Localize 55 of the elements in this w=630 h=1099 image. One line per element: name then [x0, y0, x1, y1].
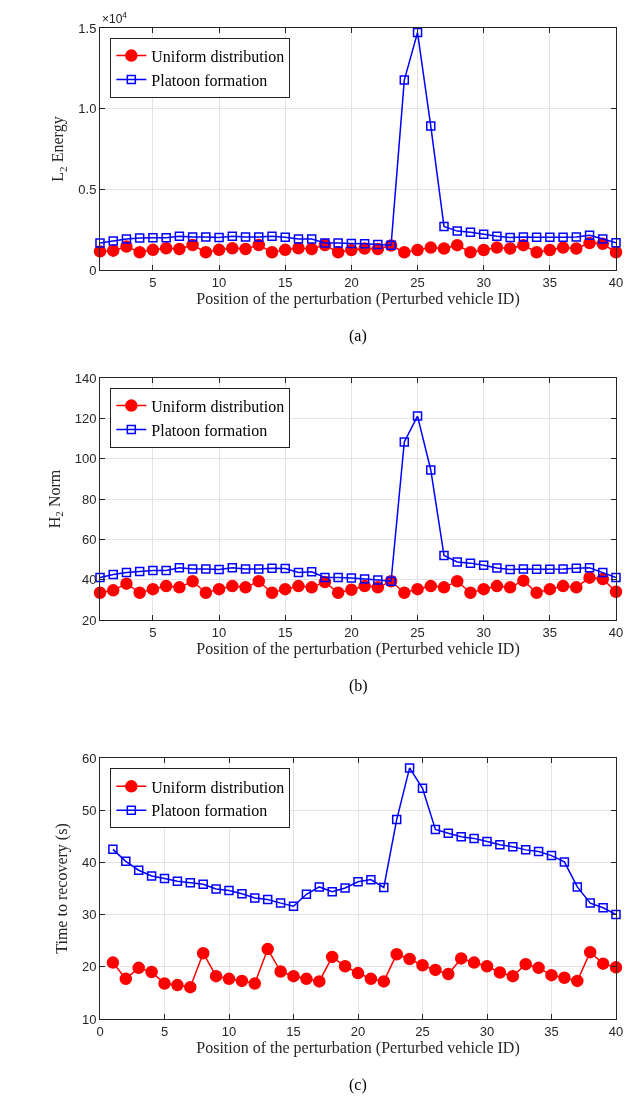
y-tick-label: 60	[81, 531, 97, 547]
x-tick-label: 25	[410, 624, 425, 640]
y-tick-label: 100	[74, 451, 97, 467]
y-tick-label: 80	[81, 491, 97, 507]
text: (c)	[349, 1076, 367, 1094]
y-tick-label: 0.5	[78, 181, 97, 197]
y-tick-label: 50	[81, 802, 97, 818]
legend-label: Uniform distribution	[151, 397, 285, 415]
text: (a)	[349, 327, 367, 345]
x-tick-label: 40	[608, 624, 624, 640]
y-tick-label: 60	[81, 750, 97, 766]
x-tick-label: 30	[476, 274, 491, 290]
y-tick-label: 1.5	[78, 20, 97, 36]
x-tick-label: 40	[608, 274, 624, 290]
y-tick-label: 10	[81, 1011, 97, 1027]
y-tick-label: 0	[89, 262, 97, 278]
x-tick-label: 30	[476, 624, 491, 640]
x-tick-label: 15	[278, 274, 293, 290]
x-tick-label: 10	[221, 1023, 237, 1039]
text: (b)	[349, 677, 368, 695]
x-tick-label: 35	[542, 274, 558, 290]
x-tick-label: 25	[415, 1023, 430, 1039]
legend-label: Uniform distribution	[151, 778, 285, 796]
x-tick-label: 20	[344, 624, 359, 640]
y-tick-label: 120	[74, 410, 97, 426]
x-tick-label: 5	[149, 624, 157, 640]
legend-label: Platoon formation	[151, 802, 268, 820]
legend-label: Platoon formation	[151, 71, 268, 89]
legend-label: Platoon formation	[151, 421, 268, 439]
y-tick-label: 1.0	[78, 101, 97, 117]
y-axis-title: Time to recovery (s)	[52, 823, 71, 954]
text: ×10$^{4}$	[102, 10, 128, 27]
x-tick-label: 20	[350, 1023, 366, 1039]
x-tick-label: 10	[211, 624, 227, 640]
x-tick-label: 10	[211, 274, 227, 290]
x-tick-label: 5	[149, 274, 157, 290]
x-axis-title: Position of the perturbation (Perturbed vehicle ID)	[196, 640, 520, 659]
x-tick-label: 40	[608, 1023, 624, 1039]
y-tick-label: 30	[81, 907, 97, 923]
y-tick-label: 40	[81, 854, 97, 870]
x-axis-title: Position of the perturbation (Perturbed vehicle ID)	[196, 1039, 520, 1058]
y-tick-label: 40	[81, 572, 97, 588]
x-tick-label: 15	[278, 624, 293, 640]
x-tick-label: 15	[286, 1023, 301, 1039]
x-tick-label: 35	[544, 1023, 559, 1039]
x-tick-label: 25	[410, 274, 425, 290]
legend-label: Uniform distribution	[151, 47, 285, 65]
x-tick-label: 35	[542, 624, 558, 640]
x-tick-label: 30	[479, 1023, 495, 1039]
y-tick-label: 20	[81, 959, 97, 975]
x-tick-label: 5	[160, 1023, 169, 1039]
y-tick-label: 140	[74, 370, 97, 386]
y-tick-label: 20	[81, 612, 97, 628]
x-tick-label: 20	[344, 274, 359, 290]
x-axis-title: Position of the perturbation (Perturbed vehicle ID)	[196, 290, 520, 309]
